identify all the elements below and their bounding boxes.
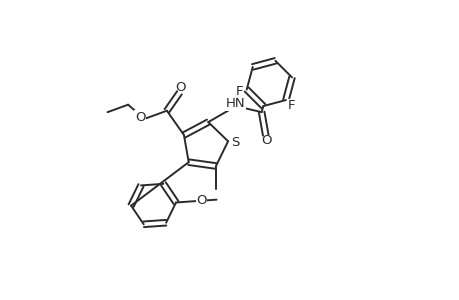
Text: F: F bbox=[287, 99, 295, 112]
Text: O: O bbox=[261, 134, 271, 147]
Text: O: O bbox=[196, 194, 207, 207]
Text: O: O bbox=[134, 111, 145, 124]
Text: S: S bbox=[230, 136, 239, 149]
Text: HN: HN bbox=[225, 97, 245, 110]
Text: O: O bbox=[175, 81, 185, 94]
Text: F: F bbox=[235, 85, 242, 98]
